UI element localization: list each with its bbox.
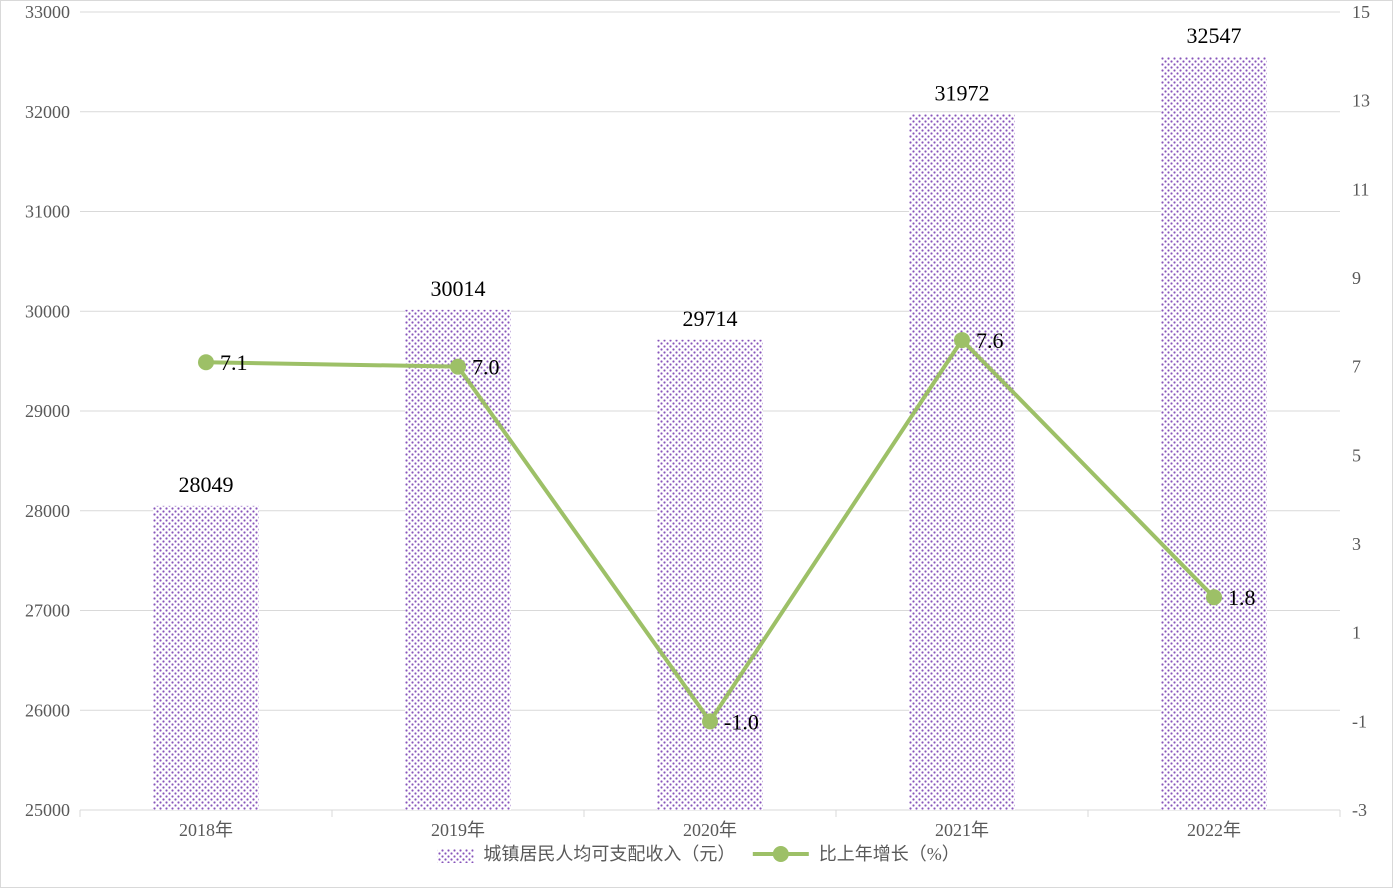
x-tick-label: 2020年 [683, 820, 737, 840]
y-left-tick-label: 31000 [25, 202, 70, 222]
y-left-tick-label: 27000 [25, 601, 70, 621]
bar-value-label: 31972 [935, 81, 990, 106]
y-left-tick-label: 32000 [25, 102, 70, 122]
y-right-tick-label: 9 [1352, 268, 1361, 288]
y-right-tick-label: 13 [1352, 91, 1370, 111]
y-left-tick-label: 33000 [25, 2, 70, 22]
y-left-tick-label: 28000 [25, 501, 70, 521]
combo-chart: 25000 26000 27000 28000 29000 30000 31000 32000… [0, 0, 1393, 888]
y-left-tick-label: 25000 [25, 800, 70, 820]
x-tick-label: 2019年 [431, 820, 485, 840]
y-right-tick-label: 5 [1352, 445, 1361, 465]
y-right-tick-label: 7 [1352, 357, 1361, 377]
bar [405, 310, 511, 810]
legend-label: 城镇居民人均可支配收入（元） [483, 844, 735, 864]
line-marker [198, 354, 214, 370]
bar [657, 340, 763, 810]
x-tick-label: 2018年 [179, 820, 233, 840]
x-tick-label: 2022年 [1187, 820, 1241, 840]
bar [153, 506, 259, 810]
legend: 城镇居民人均可支配收入（元） 比上年增长（%） [437, 844, 959, 864]
line-value-label: -1.0 [724, 709, 759, 734]
line-value-label: 7.1 [220, 350, 248, 375]
legend-swatch-bar [437, 849, 473, 863]
bar [909, 115, 1015, 810]
y-left-tick-label: 26000 [25, 700, 70, 720]
y-right-tick-label: -1 [1352, 711, 1367, 731]
y-right-tick-label: 1 [1352, 623, 1361, 643]
line-marker [702, 713, 718, 729]
bar [1161, 57, 1267, 810]
legend-swatch-line-marker [773, 846, 789, 862]
y-right-tick-label: -3 [1352, 800, 1367, 820]
y-right-tick-label: 3 [1352, 534, 1361, 554]
x-tick-label: 2021年 [935, 820, 989, 840]
line-value-label: 7.6 [976, 328, 1004, 353]
y-right-tick-label: 11 [1352, 179, 1369, 199]
line-marker [1206, 589, 1222, 605]
y-left-tick-label: 29000 [25, 401, 70, 421]
line-marker [450, 359, 466, 375]
legend-label: 比上年增长（%） [819, 844, 960, 864]
line-value-label: 7.0 [472, 355, 500, 380]
line-value-label: 1.8 [1228, 585, 1256, 610]
bar-value-label: 29714 [683, 306, 738, 331]
bar-value-label: 30014 [431, 276, 486, 301]
bar-value-label: 28049 [179, 472, 234, 497]
y-right-tick-label: 15 [1352, 2, 1370, 22]
bar-value-label: 32547 [1187, 23, 1242, 48]
line-marker [954, 332, 970, 348]
chart-container: 25000 26000 27000 28000 29000 30000 31000 32000… [0, 0, 1393, 888]
y-left-tick-label: 30000 [25, 301, 70, 321]
